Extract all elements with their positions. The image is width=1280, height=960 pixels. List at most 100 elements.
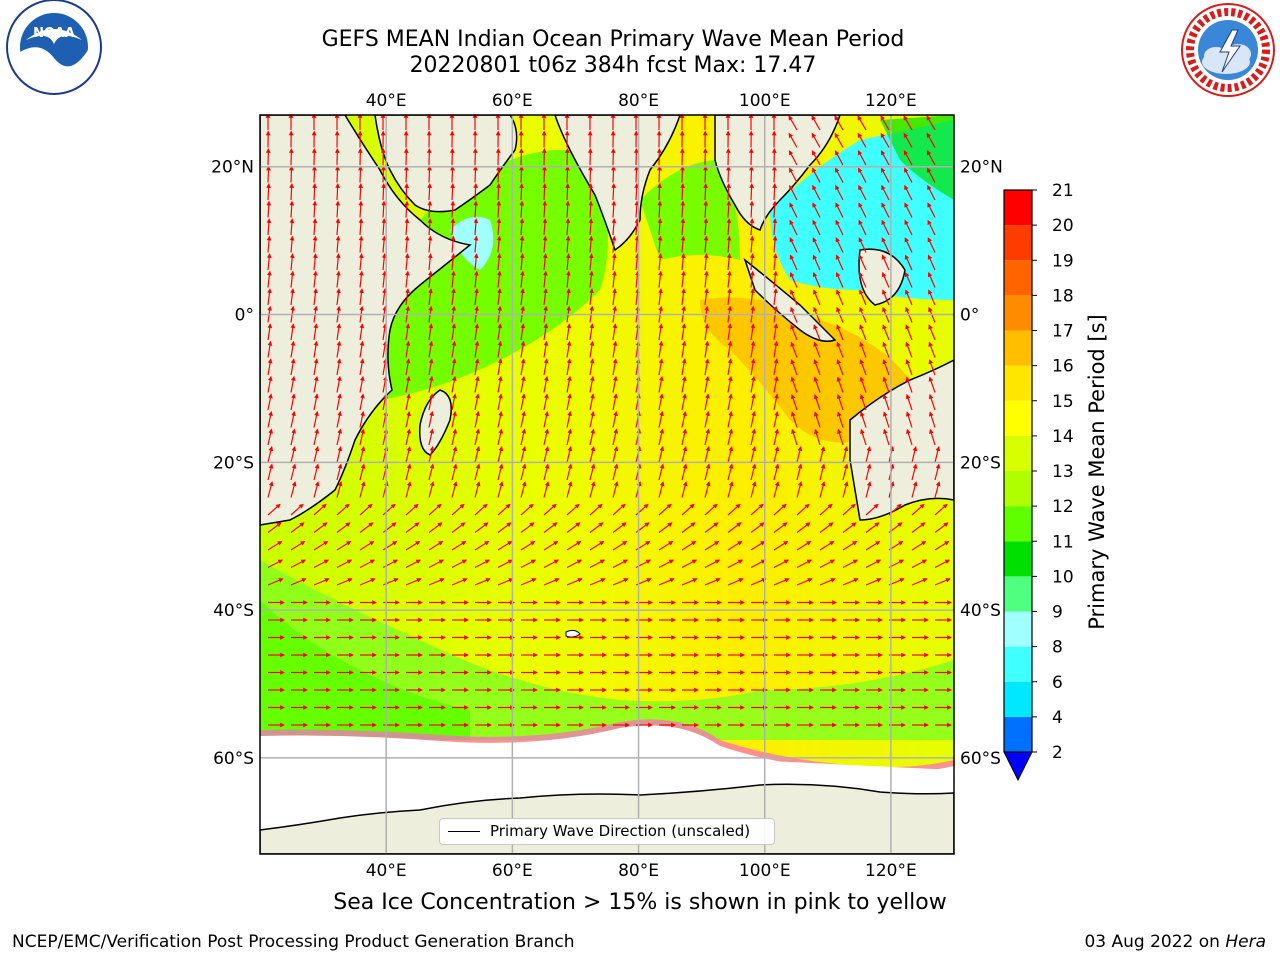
wave-arrow <box>934 522 949 533</box>
wave-arrow <box>790 359 798 376</box>
wave-arrow <box>313 323 319 341</box>
wave-arrow <box>727 288 732 306</box>
wave-arrow <box>312 235 318 253</box>
wave-arrow <box>589 428 596 446</box>
wave-arrow <box>404 218 410 236</box>
wave-arrow <box>927 219 936 236</box>
wave-arrow <box>904 271 913 288</box>
legend-line-sample <box>448 831 480 832</box>
wave-arrow <box>906 428 913 446</box>
wave-arrow <box>359 463 366 481</box>
wave-arrow <box>681 481 688 498</box>
noaa-logo-text: NOAA <box>33 26 75 41</box>
wave-arrow <box>267 288 272 306</box>
map-frame <box>259 114 955 855</box>
wave-arrow <box>451 522 466 533</box>
wave-arrow <box>927 202 936 218</box>
wave-arrow <box>836 411 844 428</box>
wave-arrow <box>812 254 821 271</box>
wave-arrow <box>881 237 890 253</box>
wave-arrow <box>336 446 343 463</box>
wave-arrow <box>565 165 570 183</box>
wave-arrow <box>497 446 504 463</box>
wave-arrow <box>812 237 821 253</box>
wave-arrow <box>589 463 596 481</box>
wave-arrow <box>704 288 709 306</box>
wave-arrow <box>789 237 798 253</box>
wave-arrow <box>928 411 936 428</box>
wave-arrow <box>427 165 432 183</box>
wave-arrow <box>835 202 844 218</box>
wave-arrow <box>519 183 525 201</box>
wave-arrow <box>336 340 342 358</box>
wave-arrow <box>612 540 628 551</box>
wave-arrow <box>543 358 549 376</box>
colorbar-tick-label: 21 <box>1052 181 1074 201</box>
wave-arrow <box>520 410 526 428</box>
wave-arrow <box>911 540 927 551</box>
wave-arrow <box>927 237 936 253</box>
wave-arrow <box>474 503 488 516</box>
wave-arrow <box>790 393 798 411</box>
wave-arrow <box>565 200 571 218</box>
wave-arrow <box>658 540 674 551</box>
wave-arrow <box>612 503 626 516</box>
wave-arrow <box>657 253 663 271</box>
wave-arrow <box>335 218 341 236</box>
wave-arrow <box>359 358 365 376</box>
wave-arrow <box>819 463 826 481</box>
wave-arrow <box>313 463 320 481</box>
wave-arrow <box>905 341 913 358</box>
wave-arrow <box>359 540 375 551</box>
wave-arrow <box>405 375 411 393</box>
wave-arrow <box>474 578 491 586</box>
lon-tick-bottom: 100°E <box>739 861 791 881</box>
wave-arrow <box>772 183 778 201</box>
wave-arrow <box>335 183 341 201</box>
wave-arrow <box>312 183 318 201</box>
wave-arrow <box>335 200 341 218</box>
wave-arrow <box>497 375 503 393</box>
wave-arrow <box>926 115 936 131</box>
wave-arrow <box>680 200 686 218</box>
wave-arrow <box>520 340 526 358</box>
wave-arrow <box>882 341 890 358</box>
colorbar-tick-label: 15 <box>1052 392 1074 412</box>
wave-arrow <box>819 540 835 551</box>
wave-arrow <box>634 200 640 218</box>
wave-arrow <box>267 323 273 341</box>
wave-arrow <box>336 481 343 498</box>
wave-arrow <box>749 218 755 236</box>
wave-arrow <box>789 254 798 271</box>
wave-arrow <box>790 411 798 428</box>
wave-arrow <box>813 289 821 306</box>
wave-arrow <box>520 393 526 411</box>
colorbar-segment <box>1004 646 1032 682</box>
colorbar-tick-label: 10 <box>1052 567 1074 587</box>
wave-arrow <box>790 289 798 306</box>
wave-arrow <box>404 183 410 201</box>
wave-arrow <box>634 218 640 236</box>
wave-arrow <box>519 270 525 288</box>
wave-arrow <box>788 132 798 148</box>
wave-arrow <box>381 235 387 253</box>
wave-arrow <box>813 411 821 428</box>
wave-arrow <box>928 324 936 341</box>
wave-arrow <box>451 559 468 569</box>
wave-arrow <box>428 446 435 463</box>
wave-arrow <box>428 393 434 411</box>
wave-arrow <box>290 375 296 393</box>
wave-arrow <box>612 358 618 376</box>
wave-arrow <box>543 410 549 428</box>
wave-arrow <box>358 270 364 288</box>
wave-arrow <box>812 219 821 236</box>
wave-arrow <box>289 235 295 253</box>
wave-arrow <box>428 578 445 586</box>
wave-arrow <box>290 410 296 428</box>
footer-date: 03 Aug 2022 on Hera <box>1084 932 1266 952</box>
wave-arrow <box>566 578 583 586</box>
wave-arrow <box>588 270 594 288</box>
wave-arrow <box>290 481 297 498</box>
wave-arrow <box>358 235 364 253</box>
wave-arrow <box>859 359 867 376</box>
